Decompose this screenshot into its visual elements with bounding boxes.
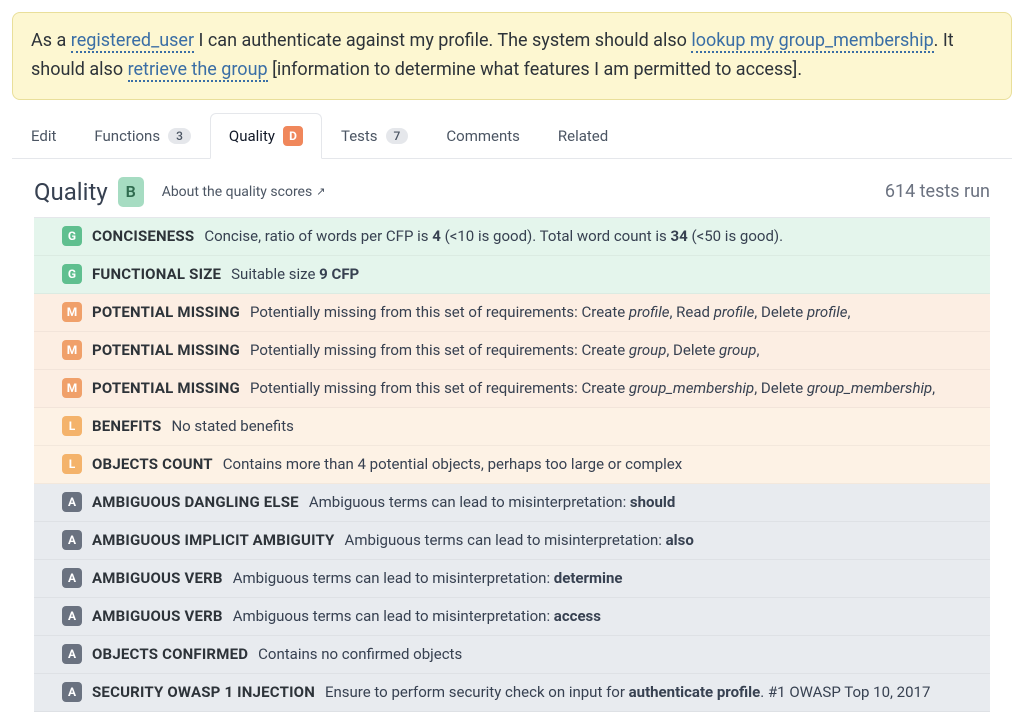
row-title: AMBIGUOUS IMPLICIT AMBIGUITY — [92, 530, 335, 551]
row-description: Suitable size 9 CFP — [231, 264, 359, 285]
tab-tests[interactable]: Tests 7 — [322, 114, 427, 157]
row-title: AMBIGUOUS DANGLING ELSE — [92, 492, 299, 513]
row-level-badge: M — [62, 302, 82, 322]
story-entity-link[interactable]: lookup my group_membership — [691, 30, 933, 53]
quality-row[interactable]: L BENEFITS No stated benefits — [34, 408, 990, 446]
quality-header-left: Quality B About the quality scores ↗ — [34, 177, 325, 207]
row-description: No stated benefits — [171, 416, 293, 437]
row-description: Potentially missing from this set of req… — [250, 302, 851, 323]
user-story-box: As a registered_user I can authenticate … — [12, 12, 1012, 100]
tab-comments[interactable]: Comments — [427, 114, 539, 157]
row-title: OBJECTS CONFIRMED — [92, 644, 248, 665]
row-level-badge: A — [62, 530, 82, 550]
tab-grade-badge: D — [283, 126, 303, 146]
row-description: Ambiguous terms can lead to misinterpret… — [309, 492, 675, 513]
quality-row[interactable]: G FUNCTIONAL SIZE Suitable size 9 CFP — [34, 256, 990, 294]
quality-grade-badge: B — [118, 177, 144, 207]
tests-run-count: 614 tests run — [885, 181, 990, 202]
tab-count-pill: 7 — [386, 128, 409, 144]
quality-header: Quality B About the quality scores ↗ 614… — [0, 159, 1024, 217]
quality-row[interactable]: M POTENTIAL MISSING Potentially missing fr… — [34, 294, 990, 332]
tab-label: Tests — [341, 127, 378, 145]
row-description: Potentially missing from this set of req… — [250, 378, 935, 399]
row-level-badge: A — [62, 568, 82, 588]
row-description: Ensure to perform security check on inpu… — [325, 682, 930, 703]
quality-row[interactable]: A OBJECTS CONFIRMED Contains no confirmed … — [34, 636, 990, 674]
quality-row[interactable]: M POTENTIAL MISSING Potentially missing fr… — [34, 370, 990, 408]
row-title: BENEFITS — [92, 416, 161, 437]
row-level-badge: G — [62, 226, 82, 246]
row-description: Contains no confirmed objects — [258, 644, 462, 665]
about-quality-link[interactable]: About the quality scores ↗ — [162, 184, 326, 200]
row-description: Contains more than 4 potential objects, … — [223, 454, 682, 475]
quality-rows: G CONCISENESS Concise, ratio of words per … — [34, 217, 990, 712]
row-description: Ambiguous terms can lead to misinterpret… — [233, 568, 623, 589]
tab-quality[interactable]: Quality D — [210, 113, 322, 159]
story-entity-link[interactable]: retrieve the group — [128, 59, 268, 82]
tab-label: Functions — [94, 127, 160, 145]
row-title: OBJECTS COUNT — [92, 454, 213, 475]
tab-edit[interactable]: Edit — [12, 114, 75, 157]
tab-label: Quality — [229, 127, 275, 145]
row-description: Potentially missing from this set of req… — [250, 340, 759, 361]
row-level-badge: G — [62, 264, 82, 284]
quality-row[interactable]: A AMBIGUOUS VERB Ambiguous terms can lead … — [34, 560, 990, 598]
row-title: AMBIGUOUS VERB — [92, 606, 223, 627]
tab-label: Related — [558, 127, 608, 145]
quality-row[interactable]: A AMBIGUOUS DANGLING ELSE Ambiguous terms … — [34, 484, 990, 522]
row-level-badge: L — [62, 416, 82, 436]
row-level-badge: A — [62, 644, 82, 664]
row-description: Concise, ratio of words per CFP is 4 (<1… — [204, 226, 783, 247]
row-description: Ambiguous terms can lead to misinterpret… — [233, 606, 601, 627]
about-quality-label: About the quality scores — [162, 184, 313, 200]
row-title: POTENTIAL MISSING — [92, 302, 240, 323]
row-title: FUNCTIONAL SIZE — [92, 264, 221, 285]
tab-label: Comments — [446, 127, 520, 145]
row-level-badge: A — [62, 492, 82, 512]
quality-row[interactable]: A AMBIGUOUS VERB Ambiguous terms can lead … — [34, 598, 990, 636]
tab-functions[interactable]: Functions 3 — [75, 114, 210, 157]
tab-related[interactable]: Related — [539, 114, 627, 157]
quality-title: Quality — [34, 178, 108, 206]
row-title: CONCISENESS — [92, 226, 194, 247]
row-title: POTENTIAL MISSING — [92, 378, 240, 399]
tab-label: Edit — [31, 127, 56, 145]
row-title: AMBIGUOUS VERB — [92, 568, 223, 589]
row-level-badge: M — [62, 378, 82, 398]
row-level-badge: M — [62, 340, 82, 360]
quality-row[interactable]: G CONCISENESS Concise, ratio of words per … — [34, 218, 990, 256]
tab-count-pill: 3 — [168, 128, 191, 144]
story-entity-link[interactable]: registered_user — [71, 30, 194, 53]
quality-row[interactable]: A SECURITY OWASP 1 INJECTION Ensure to per… — [34, 674, 990, 712]
row-title: POTENTIAL MISSING — [92, 340, 240, 361]
row-level-badge: A — [62, 682, 82, 702]
row-description: Ambiguous terms can lead to misinterpret… — [345, 530, 694, 551]
tabs-bar: Edit Functions 3 Quality D Tests 7 Comments Rela… — [12, 112, 1012, 159]
quality-row[interactable]: A AMBIGUOUS IMPLICIT AMBIGUITY Ambiguous t… — [34, 522, 990, 560]
row-level-badge: L — [62, 454, 82, 474]
external-link-icon: ↗ — [316, 185, 325, 198]
quality-row[interactable]: M POTENTIAL MISSING Potentially missing fr… — [34, 332, 990, 370]
quality-row[interactable]: L OBJECTS COUNT Contains more than 4 poten… — [34, 446, 990, 484]
row-level-badge: A — [62, 606, 82, 626]
row-title: SECURITY OWASP 1 INJECTION — [92, 682, 315, 703]
